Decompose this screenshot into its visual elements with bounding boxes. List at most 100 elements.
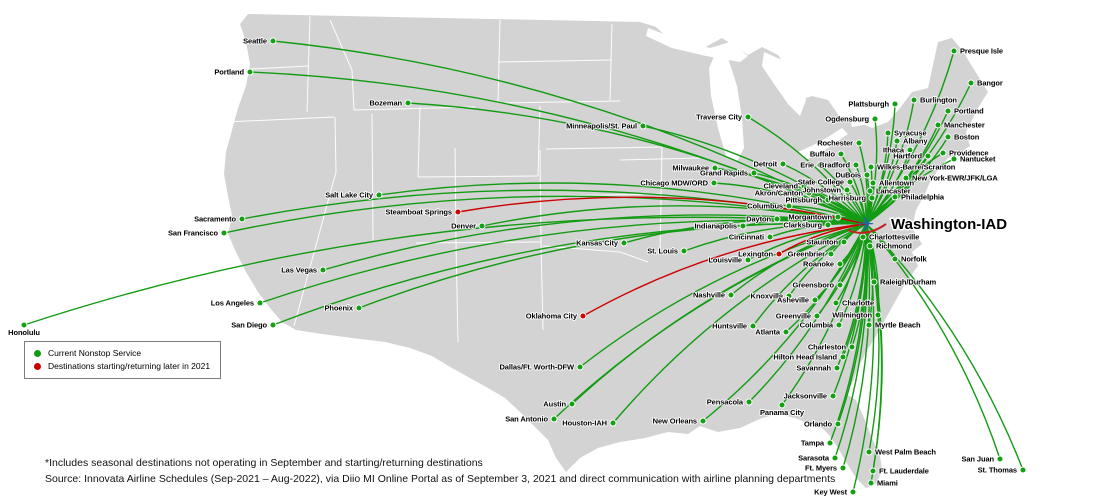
city-dot-columbia (835, 321, 843, 329)
city-dot-allentown (869, 179, 877, 187)
route-steamboat-springs (457, 196, 867, 225)
city-dot-los-angeles (256, 299, 264, 307)
city-dot-charlottesville (859, 233, 867, 241)
city-label-bozeman: Bozeman (369, 99, 402, 108)
city-dot-jacksonville (829, 392, 837, 400)
city-label-ogdensburg: Ogdensburg (825, 115, 869, 124)
city-label-bangor: Bangor (977, 79, 1003, 88)
city-dot-sarasota (831, 454, 839, 462)
city-dot-clarksburg (824, 221, 832, 229)
city-dot-san-juan (996, 455, 1004, 463)
route-houston-iah (612, 223, 867, 424)
city-dot-roanoke (836, 260, 844, 268)
city-label-seattle: Seattle (243, 37, 267, 46)
city-dot-san-antonio (550, 415, 558, 423)
city-dot-manchester (934, 121, 942, 129)
legend-dot-green (34, 350, 41, 357)
city-label-st-thomas: St. Thomas (978, 466, 1017, 475)
city-label-phoenix: Phoenix (325, 304, 354, 313)
route-tampa (829, 223, 868, 444)
city-label-west-palm-beach: West Palm Beach (875, 448, 936, 457)
legend-label-current: Current Nonstop Service (48, 348, 142, 358)
city-dot-wilkes-barre-scranton (867, 163, 875, 171)
route-dallas-ft-worth-dfw (579, 223, 867, 368)
city-dot-raleigh-durham (870, 278, 878, 286)
city-dot-st-louis (680, 247, 688, 255)
city-label-roanoke: Roanoke (803, 260, 834, 269)
city-dot-pittsburgh (824, 196, 832, 204)
city-dot-chicago-mdw-ord (710, 179, 718, 187)
city-dot-buffalo (837, 150, 845, 158)
city-label-nantucket: Nantucket (960, 155, 996, 164)
route-jacksonville (832, 223, 867, 397)
route-san-francisco (223, 195, 867, 234)
city-label-oklahoma-city: Oklahoma City (526, 312, 578, 321)
route-bozeman (407, 102, 867, 225)
city-label-ithaca: Ithaca (883, 146, 905, 155)
route-denver (481, 205, 867, 227)
city-label-state-college: State College (798, 178, 844, 187)
city-dot-presque-isle (950, 47, 958, 55)
route-presque-isle (865, 50, 955, 225)
city-label-ft-myers: Ft. Myers (805, 464, 837, 473)
city-dot-knoxville (785, 292, 793, 300)
city-dot-miami (867, 479, 875, 487)
city-dot-panama-city (778, 401, 786, 409)
city-dot-asheville (811, 296, 819, 304)
city-label-austin: Austin (543, 400, 566, 409)
city-dot-grand-rapids (750, 169, 758, 177)
city-label-pittsburgh: Pittsburgh (786, 196, 823, 205)
city-label-new-york-ewr-jfk-lga: New York-EWR/JFK/LGA (912, 174, 998, 183)
route-rochester (858, 142, 869, 225)
airplane-icon: ✈ (858, 212, 875, 236)
city-dot-state-college (846, 178, 854, 186)
route-miami (865, 223, 883, 484)
city-label-dayton: Dayton (746, 215, 771, 224)
city-dot-nashville (727, 291, 735, 299)
route-ft-myers (842, 223, 871, 469)
city-dot-bozeman (404, 99, 412, 107)
city-dot-dayton (773, 215, 781, 223)
city-dot-steamboat-springs (454, 208, 462, 216)
route-san-antonio (553, 223, 867, 420)
city-label-minneapolis-st-paul: Minneapolis/St. Paul (566, 122, 637, 131)
route-greenbrier (830, 223, 867, 255)
city-label-buffalo: Buffalo (810, 150, 836, 159)
route-san-juan (865, 223, 1001, 460)
city-label-rochester: Rochester (817, 139, 853, 148)
city-label-sacramento: Sacramento (194, 215, 236, 224)
city-label-san-juan: San Juan (961, 455, 994, 464)
city-label-greenbrier: Greenbrier (788, 250, 826, 259)
city-dot-portland (944, 107, 952, 115)
city-dot-milwaukee (711, 164, 719, 172)
city-label-johnstown: Johnstown (802, 186, 841, 195)
city-dot-new-orleans (699, 417, 707, 425)
city-dot-philadelphia (891, 193, 899, 201)
city-dot-boston (944, 133, 952, 141)
route-grand-rapids (753, 172, 867, 225)
city-dots (20, 37, 1027, 496)
city-dot-erie (816, 161, 824, 169)
city-label-milwaukee: Milwaukee (672, 164, 709, 173)
city-dot-indianapolis (739, 222, 747, 230)
city-label-asheville: Asheville (777, 296, 809, 305)
legend-dot-red (34, 363, 41, 370)
city-dot-minneapolis-st-paul (639, 122, 647, 130)
city-dot-greenville (813, 312, 821, 320)
city-label-sarasota: Sarasota (798, 454, 830, 463)
city-label-detroit: Detroit (754, 160, 778, 169)
city-dot-lancaster (866, 187, 874, 195)
city-dot-las-vegas (319, 266, 327, 274)
legend-item-later: Destinations starting/returning later in… (34, 360, 210, 373)
city-label-norfolk: Norfolk (901, 255, 927, 264)
city-label-erie: Erie (800, 161, 814, 170)
city-label-denver: Denver (451, 222, 476, 231)
city-labels: Seattle Portland Bozeman Honolulu Sacramento… (7, 36, 1018, 498)
city-label-wilkes-barre-scranton: Wilkes-Barre/Scranton (877, 163, 956, 172)
city-dot-san-francisco (220, 229, 228, 237)
city-dot-west-palm-beach (865, 448, 873, 456)
city-label-hilton-head-island: Hilton Head Island (773, 353, 837, 362)
route-new-york-ewr-jfk-lga (865, 177, 907, 225)
city-label-wilmington: Wilmington (832, 311, 872, 320)
